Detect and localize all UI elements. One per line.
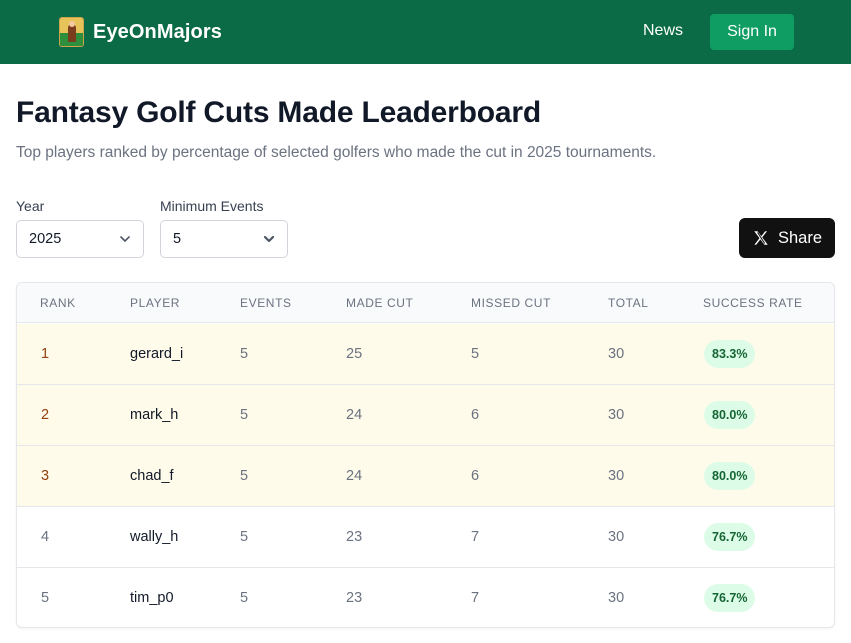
header-made-cut: MADE CUT [346,296,414,310]
success-rate-badge: 76.7% [704,584,756,612]
cell-rank: 4 [41,529,50,545]
cell-made-cut: 24 [346,468,363,484]
table-row: 3 chad_f 5 24 6 30 80.0% [17,446,834,507]
header-rank: RANK [40,296,76,310]
cell-missed-cut: 5 [471,346,480,362]
brand-link[interactable]: EyeOnMajors [59,17,222,47]
cell-player: gerard_i [130,346,184,362]
success-rate-badge: 80.0% [704,401,756,429]
cell-made-cut: 23 [346,590,363,606]
share-label: Share [778,229,823,247]
min-events-label: Minimum Events [160,198,264,214]
cell-events: 5 [240,407,249,423]
cell-missed-cut: 7 [471,529,480,545]
cell-made-cut: 24 [346,407,363,423]
cell-missed-cut: 6 [471,407,480,423]
year-select[interactable]: 2025 [16,220,144,258]
year-select-value: 2025 [29,231,62,247]
chevron-down-icon [120,236,130,242]
cell-rank: 5 [41,590,50,606]
table-row: 4 wally_h 5 23 7 30 76.7% [17,507,834,568]
cell-events: 5 [240,346,249,362]
table-row: 2 mark_h 5 24 6 30 80.0% [17,385,834,446]
page-title: Fantasy Golf Cuts Made Leaderboard [16,96,541,129]
table-header: RANK PLAYER EVENTS MADE CUT MISSED CUT T… [17,283,834,323]
cell-total: 30 [608,590,625,606]
golfer-logo-icon [59,17,84,47]
cell-made-cut: 23 [346,529,363,545]
header-player: PLAYER [130,296,181,310]
cell-events: 5 [240,468,249,484]
cell-rank: 1 [41,346,50,362]
cell-player: chad_f [130,468,174,484]
nav-news-link[interactable]: News [643,22,684,39]
success-rate-badge: 80.0% [704,462,756,490]
cell-total: 30 [608,468,625,484]
chevron-down-icon [263,235,275,243]
min-events-select-value: 5 [173,231,182,247]
success-rate-badge: 83.3% [704,340,756,368]
table-row: 5 tim_p0 5 23 7 30 76.7% [17,568,834,627]
cell-events: 5 [240,529,249,545]
year-label: Year [16,198,45,214]
cell-total: 30 [608,529,625,545]
cell-total: 30 [608,407,625,423]
cell-missed-cut: 7 [471,590,480,606]
cell-made-cut: 25 [346,346,363,362]
cell-player: wally_h [130,529,179,545]
cell-rank: 2 [41,407,50,423]
header-missed-cut: MISSED CUT [471,296,552,310]
min-events-select[interactable]: 5 [160,220,288,258]
share-button[interactable]: Share [739,218,835,258]
cell-total: 30 [608,346,625,362]
page-subtitle: Top players ranked by percentage of sele… [16,144,657,161]
header-success-rate: SUCCESS RATE [703,296,803,310]
success-rate-badge: 76.7% [704,523,756,551]
header-events: EVENTS [240,296,292,310]
x-logo-icon [754,231,768,245]
cell-player: mark_h [130,407,179,423]
navbar: EyeOnMajors News Sign In [0,0,851,64]
cell-events: 5 [240,590,249,606]
sign-in-button[interactable]: Sign In [710,14,794,50]
header-total: TOTAL [608,296,649,310]
cell-player: tim_p0 [130,590,174,606]
brand-name: EyeOnMajors [93,20,222,43]
leaderboard-table: RANK PLAYER EVENTS MADE CUT MISSED CUT T… [16,282,835,628]
cell-missed-cut: 6 [471,468,480,484]
cell-rank: 3 [41,468,50,484]
table-row: 1 gerard_i 5 25 5 30 83.3% [17,324,834,385]
